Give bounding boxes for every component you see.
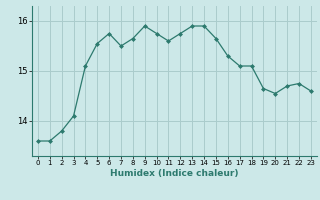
X-axis label: Humidex (Indice chaleur): Humidex (Indice chaleur): [110, 169, 239, 178]
